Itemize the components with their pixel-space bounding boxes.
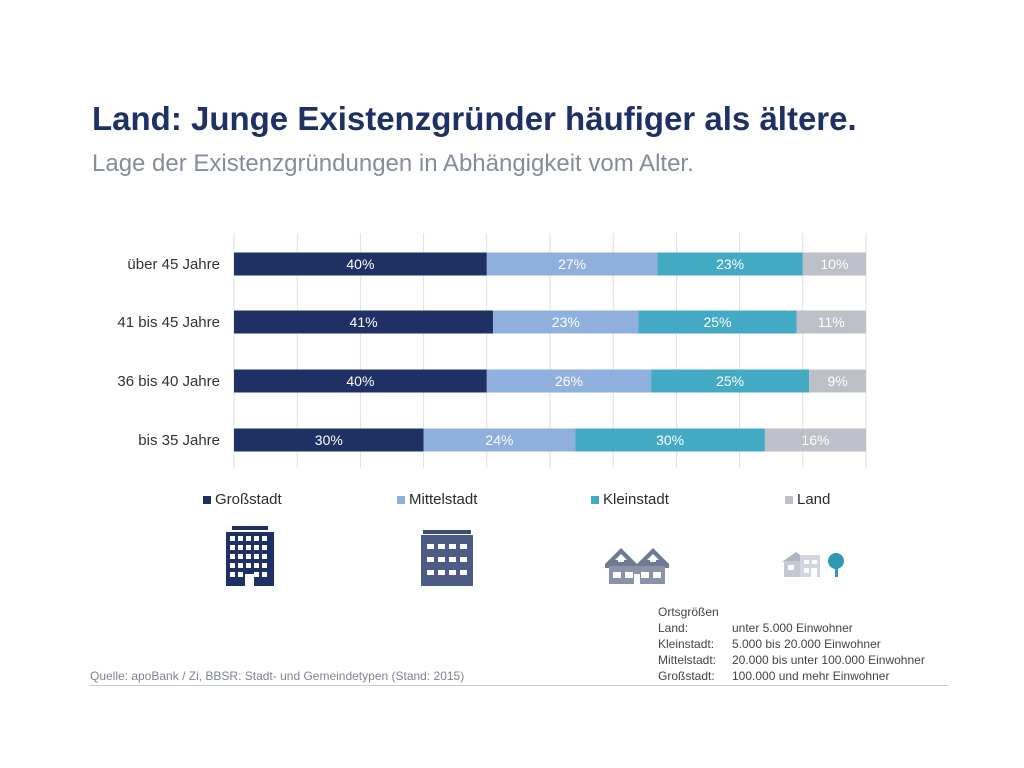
legend-item-mittelstadt: Mittelstadt [397,491,477,508]
data-label-kleinstadt-36-bis-40-jahre: 25% [716,373,744,389]
bar-kleinstadt-ueber-45-jahre [657,252,803,276]
legend-label-mittelstadt: Mittelstadt [409,491,478,508]
data-label-grossstadt-bis-35-jahre: 30% [315,432,343,448]
size-label: Großstadt: [658,669,715,683]
bar-grossstadt-41-bis-45-jahre [234,310,494,334]
stacked-bar-chart: über 45 Jahre 40% 27% 23% 10% 41 bis 45 Jahre… [117,233,867,468]
legend-label-kleinstadt: Kleinstadt [603,491,669,508]
size-row-grossstadt: Großstadt: 100.000 und mehr Einwohner [658,668,925,684]
legend-item-kleinstadt: Kleinstadt [591,491,669,508]
sizes-title: Ortsgrößen [658,605,719,619]
size-value: 100.000 und mehr Einwohner [732,669,890,683]
data-label-grossstadt-ueber-45-jahre: 40% [346,256,374,272]
data-label-mittelstadt-41-bis-45-jahre: 23% [552,314,580,330]
data-label-land-41-bis-45-jahre: 11% [818,314,845,330]
data-label-kleinstadt-ueber-45-jahre: 23% [716,256,744,272]
size-value: 20.000 bis unter 100.000 Einwohner [732,653,925,667]
source-note: Quelle: apoBank / Zi, BBSR: Stadt- und G… [90,669,465,683]
bar-grossstadt-bis-35-jahre [234,428,424,452]
houses-icon [605,548,669,584]
bar-kleinstadt-41-bis-45-jahre [638,310,797,334]
category-label-bis-35-jahre: bis 35 Jahre [138,432,220,449]
size-label: Land: [658,621,689,635]
page-subtitle: Lage der Existenzgründungen in Abhängigk… [92,150,694,177]
legend-swatch-mittelstadt [397,495,405,504]
office-tower-icon [226,526,274,586]
legend-item-land: Land [785,491,830,508]
rural-house-tree-icon [782,552,844,577]
bar-mittelstadt-bis-35-jahre [423,428,576,452]
page-title: Land: Junge Existenzgründer häufiger als… [92,100,857,137]
data-label-mittelstadt-bis-35-jahre: 24% [485,432,513,448]
bar-land-36-bis-40-jahre [809,369,866,393]
category-label-ueber-45-jahre: über 45 Jahre [127,256,220,273]
data-label-kleinstadt-41-bis-45-jahre: 25% [703,314,731,330]
city-size-definitions: Ortsgrößen Land: unter 5.000 Einwohner K… [658,604,925,684]
data-label-land-36-bis-40-jahre: 9% [827,373,847,389]
data-label-land-ueber-45-jahre: 10% [820,256,848,272]
size-row-kleinstadt: Kleinstadt: 5.000 bis 20.000 Einwohner [658,636,925,652]
data-label-mittelstadt-ueber-45-jahre: 27% [558,256,586,272]
data-label-mittelstadt-36-bis-40-jahre: 26% [555,373,583,389]
legend-swatch-kleinstadt [591,495,599,504]
legend-item-grossstadt: Großstadt [203,491,282,508]
apartment-building-icon [421,530,473,586]
size-label: Kleinstadt: [658,637,715,651]
size-label: Mittelstadt: [658,653,717,667]
footer-divider [90,685,948,686]
bar-kleinstadt-bis-35-jahre [575,428,765,452]
legend-swatch-grossstadt [203,495,211,504]
data-label-grossstadt-41-bis-45-jahre: 41% [350,314,378,330]
bar-grossstadt-ueber-45-jahre [234,252,487,276]
size-row-mittelstadt: Mittelstadt: 20.000 bis unter 100.000 Ei… [658,652,925,668]
bar-kleinstadt-36-bis-40-jahre [651,369,810,393]
bar-land-41-bis-45-jahre [796,310,866,334]
data-label-grossstadt-36-bis-40-jahre: 40% [346,373,374,389]
category-label-41-bis-45-jahre: 41 bis 45 Jahre [117,314,220,331]
legend-label-grossstadt: Großstadt [215,491,282,508]
data-label-land-bis-35-jahre: 16% [801,432,829,448]
legend-label-land: Land [797,491,831,508]
size-row-land: Land: unter 5.000 Einwohner [658,620,925,636]
bar-mittelstadt-41-bis-45-jahre [493,310,639,334]
bar-mittelstadt-ueber-45-jahre [486,252,658,276]
size-value: 5.000 bis 20.000 Einwohner [732,637,881,651]
data-label-kleinstadt-bis-35-jahre: 30% [656,432,684,448]
size-value: unter 5.000 Einwohner [732,621,853,635]
bar-land-bis-35-jahre [764,428,866,452]
bar-grossstadt-36-bis-40-jahre [234,369,487,393]
category-label-36-bis-40-jahre: 36 bis 40 Jahre [117,373,220,390]
bar-mittelstadt-36-bis-40-jahre [486,369,652,393]
bar-land-ueber-45-jahre [802,252,866,276]
legend-swatch-land [785,495,793,504]
